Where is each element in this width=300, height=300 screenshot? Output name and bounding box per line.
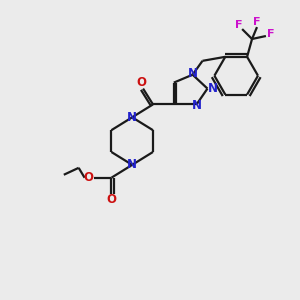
Text: F: F [267,29,274,39]
Text: N: N [192,99,202,112]
Text: N: N [207,82,218,95]
Text: O: O [136,76,146,89]
Text: N: N [127,111,137,124]
Text: F: F [253,17,261,27]
Text: N: N [188,67,198,80]
Text: O: O [84,171,94,184]
Text: O: O [106,193,116,206]
Text: N: N [127,158,137,171]
Text: F: F [236,20,243,30]
